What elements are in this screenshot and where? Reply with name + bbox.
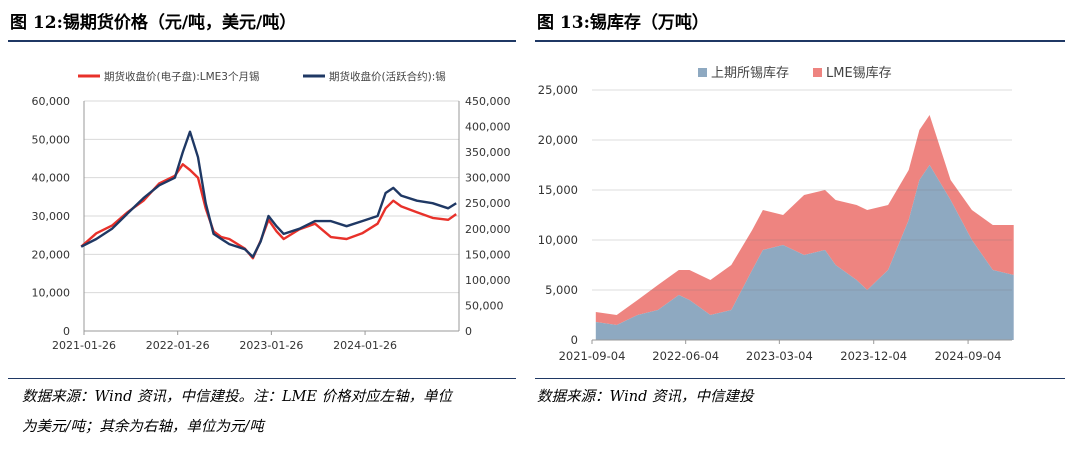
legend-label-1: 上期所锡库存 bbox=[711, 65, 789, 81]
legend-swatch-2 bbox=[813, 68, 822, 77]
left-y-tick-label: 20,000 bbox=[32, 248, 71, 261]
lme-tin-price-line bbox=[80, 163, 457, 260]
left-source-note-line2: 为美元/吨；其余为右轴，单位为元/吨 bbox=[22, 419, 264, 435]
left-source-note-line1: 数据来源：Wind 资讯，中信建投。注：LME 价格对应左轴，单位 bbox=[22, 389, 453, 405]
x-tick-label: 2023-03-04 bbox=[746, 349, 813, 363]
y-tick-label: 0 bbox=[571, 333, 578, 347]
tin-inventory-chart: 0 5,000 10,000 15,000 20,000 25,000 2021-09-04… bbox=[538, 65, 1014, 363]
y-tick-label: 10,000 bbox=[538, 233, 578, 247]
x-tick-label: 2024-01-26 bbox=[333, 339, 397, 352]
right-y-tick-label: 300,000 bbox=[465, 172, 511, 185]
right-y-tick-label: 0 bbox=[465, 325, 472, 338]
left-figure-title: 图 12:锡期货价格（元/吨，美元/吨） bbox=[10, 13, 297, 33]
right-y-tick-label: 100,000 bbox=[465, 274, 511, 287]
x-tick-label: 2022-06-04 bbox=[652, 349, 719, 363]
shfe-tin-inventory-area bbox=[595, 165, 1014, 340]
right-top-rule bbox=[535, 40, 1065, 42]
right-y-tick-label: 200,000 bbox=[465, 223, 511, 236]
left-y-tick-label: 40,000 bbox=[32, 172, 71, 185]
y-tick-label: 15,000 bbox=[538, 183, 578, 197]
right-y-tick-label: 450,000 bbox=[465, 95, 511, 108]
left-y-tick-label: 60,000 bbox=[32, 95, 71, 108]
left-y-tick-label: 30,000 bbox=[32, 210, 71, 223]
x-tick-label: 2021-01-26 bbox=[52, 339, 116, 352]
right-source-note: 数据来源：Wind 资讯，中信建投 bbox=[537, 389, 754, 405]
left-y-tick-label: 50,000 bbox=[32, 133, 71, 146]
x-tick-label: 2023-12-04 bbox=[840, 349, 907, 363]
x-tick-label: 2024-09-04 bbox=[935, 349, 1002, 363]
legend-label-1: 期货收盘价(电子盘):LME3个月锡 bbox=[104, 70, 259, 83]
lme-tin-inventory-area bbox=[595, 115, 1014, 325]
left-bottom-rule bbox=[8, 378, 516, 379]
right-y-tick-label: 150,000 bbox=[465, 248, 511, 261]
lme-vs-shfe-tin-price-chart: 0 10,000 20,000 30,000 40,000 50,000 60,000 0 50… bbox=[32, 70, 511, 352]
right-y-tick-label: 50,000 bbox=[465, 299, 504, 312]
left-top-rule bbox=[8, 40, 516, 42]
x-tick-label: 2022-01-26 bbox=[146, 339, 210, 352]
y-tick-label: 5,000 bbox=[545, 283, 578, 297]
right-figure-title: 图 13:锡库存（万吨） bbox=[537, 13, 709, 33]
left-y-tick-label: 0 bbox=[63, 325, 70, 338]
y-tick-label: 20,000 bbox=[538, 133, 578, 147]
legend-swatch-1 bbox=[698, 68, 707, 77]
shfe-tin-price-line bbox=[80, 130, 457, 259]
left-y-tick-label: 10,000 bbox=[32, 287, 71, 300]
legend-label-2: LME锡库存 bbox=[826, 65, 892, 81]
legend-label-2: 期货收盘价(活跃合约):锡 bbox=[329, 70, 446, 83]
right-y-tick-label: 400,000 bbox=[465, 121, 511, 134]
right-bottom-rule bbox=[535, 378, 1065, 379]
x-tick-label: 2023-01-26 bbox=[239, 339, 303, 352]
x-tick-label: 2021-09-04 bbox=[559, 349, 626, 363]
y-tick-label: 25,000 bbox=[538, 83, 578, 97]
right-y-tick-label: 250,000 bbox=[465, 197, 511, 210]
right-y-tick-label: 350,000 bbox=[465, 146, 511, 159]
